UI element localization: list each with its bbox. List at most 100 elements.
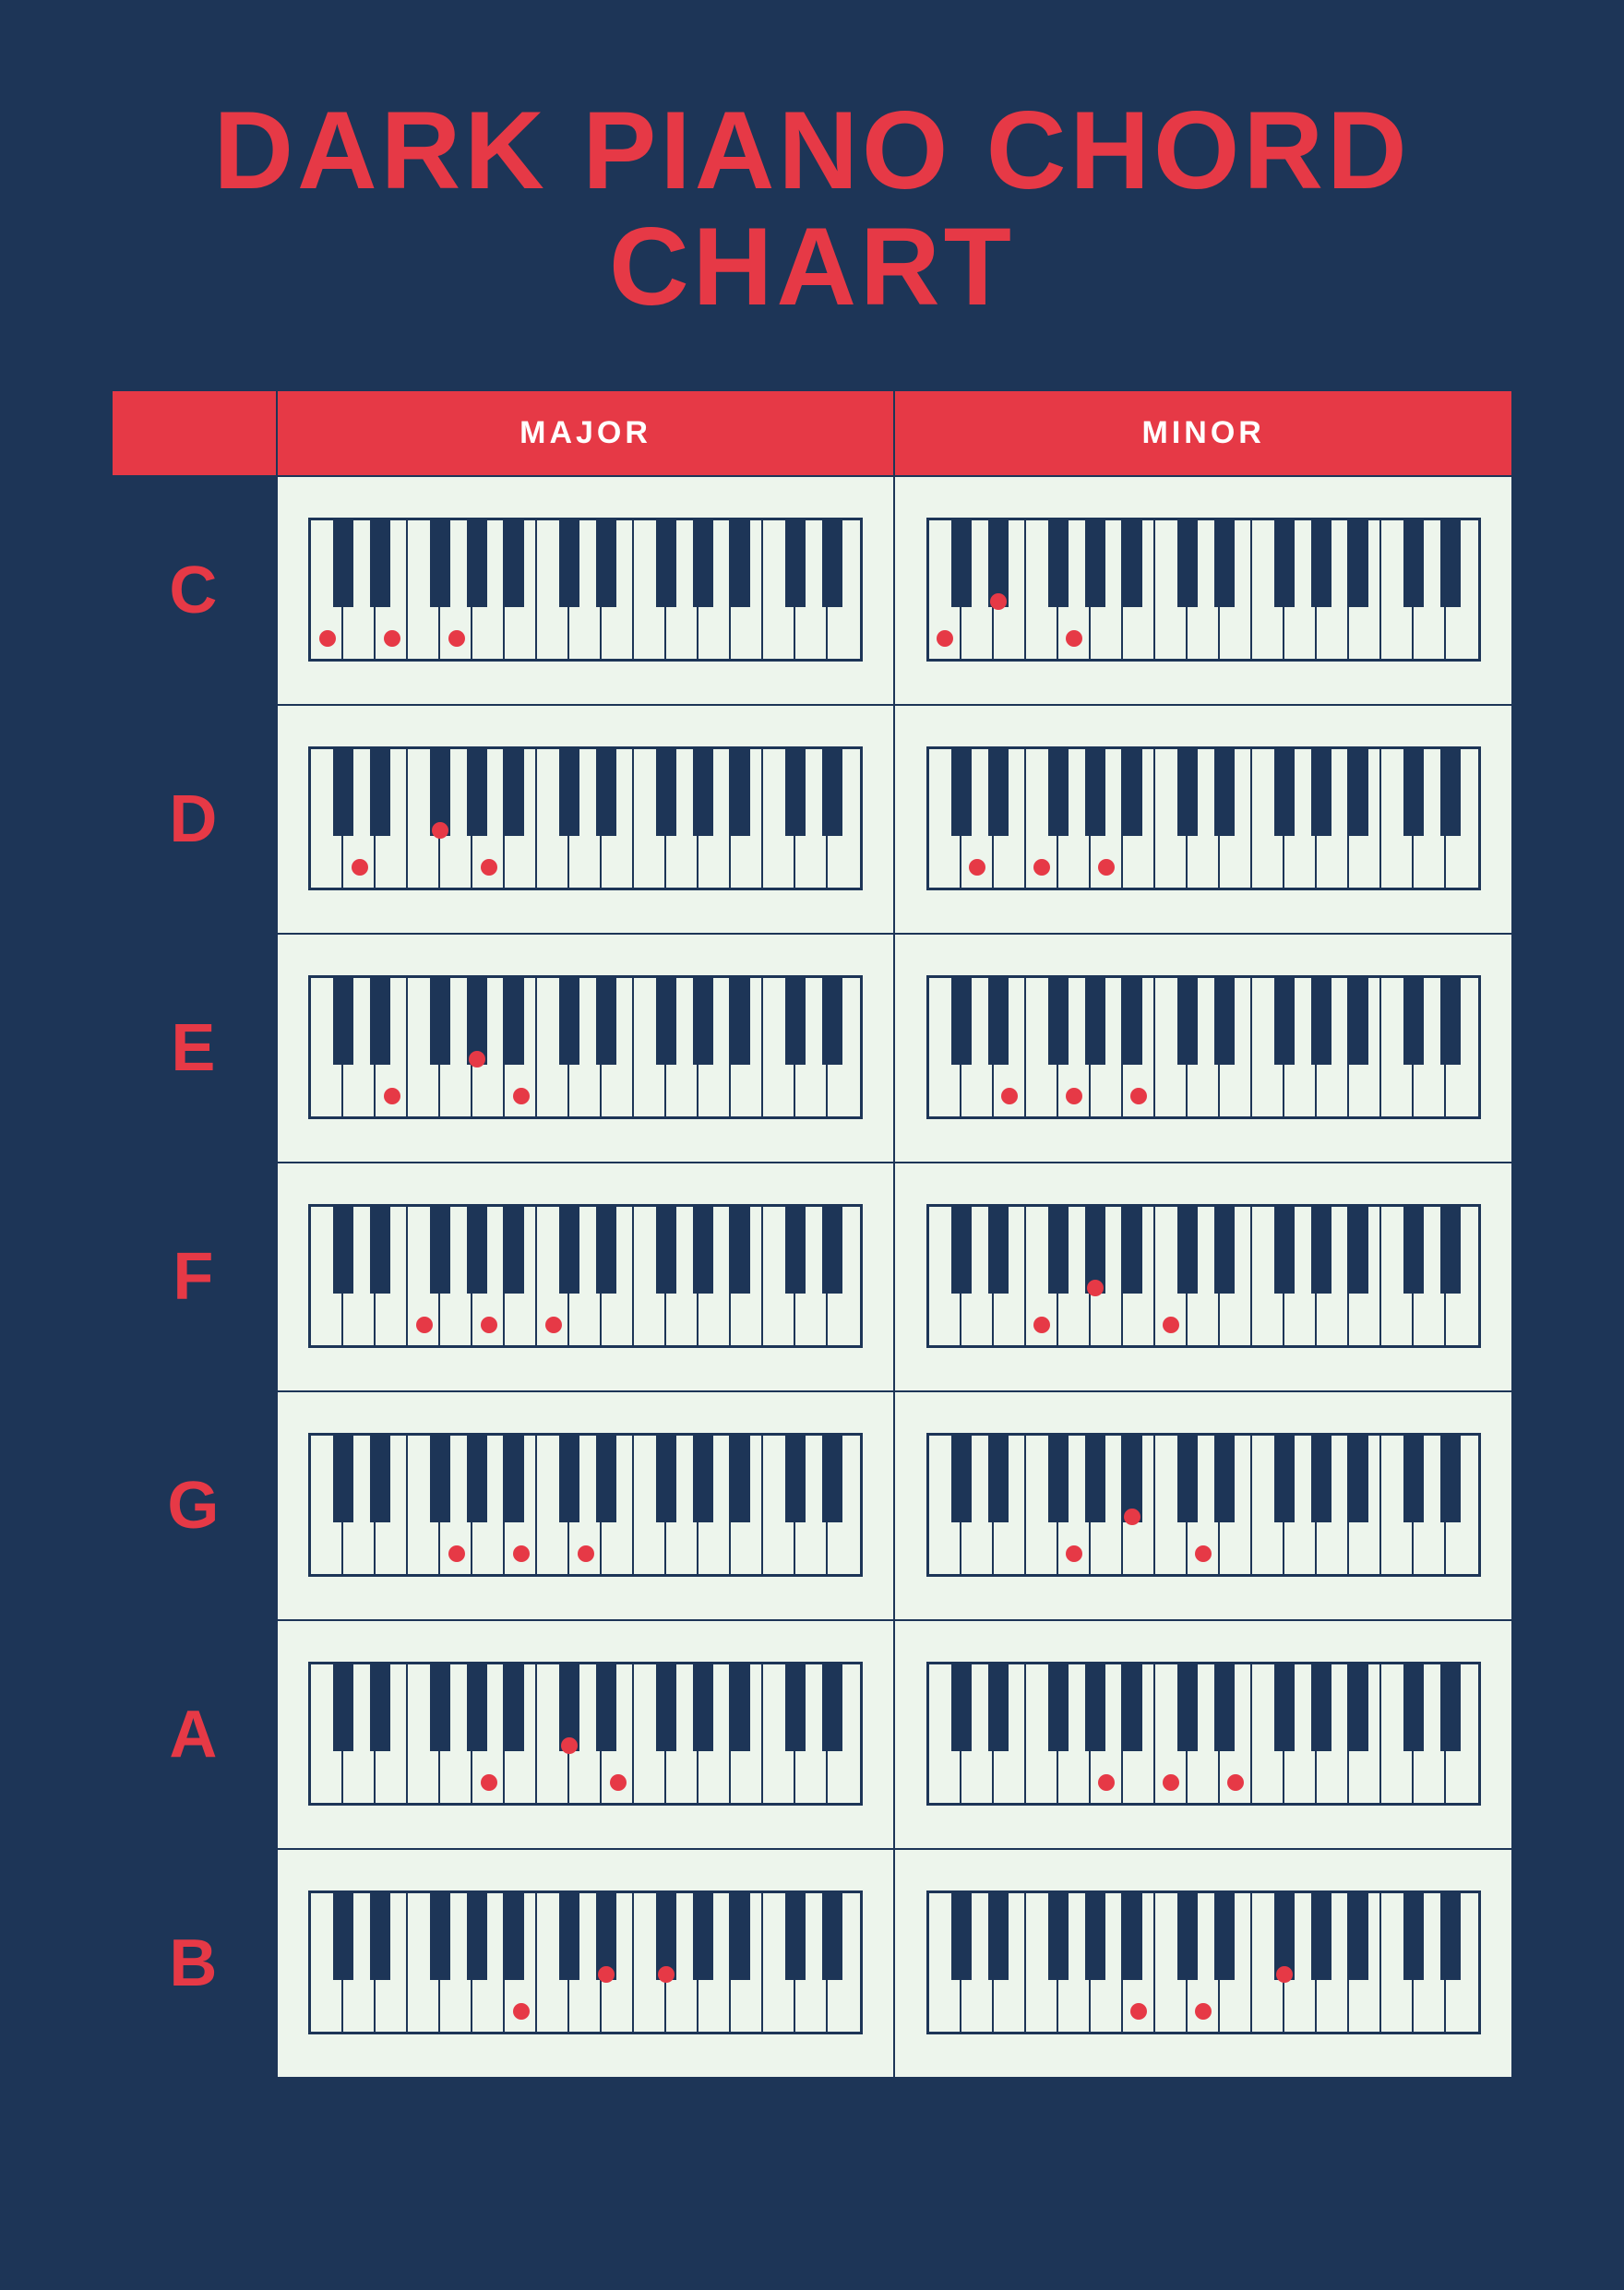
black-key <box>693 1664 713 1751</box>
black-key <box>1440 1207 1461 1294</box>
black-key <box>951 1893 972 1980</box>
black-key <box>1311 749 1331 836</box>
cell-d-minor <box>894 705 1512 934</box>
note-label-g: G <box>112 1391 277 1620</box>
black-key <box>1348 1893 1368 1980</box>
black-key <box>1085 1664 1105 1751</box>
chord-dot <box>481 859 497 876</box>
black-key <box>785 1893 806 1980</box>
black-key <box>693 1207 713 1294</box>
cell-e-major <box>277 934 895 1163</box>
black-key <box>370 1664 390 1751</box>
black-key <box>333 749 353 836</box>
black-key <box>1085 978 1105 1065</box>
chord-dot <box>513 1545 530 1562</box>
chord-dot <box>1087 1280 1104 1296</box>
black-key <box>1348 1436 1368 1522</box>
black-key <box>785 1207 806 1294</box>
black-key <box>467 1207 487 1294</box>
black-key <box>1403 1893 1424 1980</box>
black-key <box>1403 1664 1424 1751</box>
black-key <box>1403 1207 1424 1294</box>
cell-a-minor <box>894 1620 1512 1849</box>
chord-dot <box>610 1774 627 1791</box>
chord-dot <box>1195 2003 1212 2020</box>
black-key <box>656 1436 676 1522</box>
chord-row-c: C <box>112 476 1512 705</box>
black-key <box>504 520 524 607</box>
black-key <box>559 1207 579 1294</box>
chord-dot <box>469 1051 485 1067</box>
black-key <box>333 1436 353 1522</box>
black-key <box>951 1664 972 1751</box>
black-key <box>1274 749 1295 836</box>
note-label-b: B <box>112 1849 277 2078</box>
black-key <box>1440 749 1461 836</box>
black-key <box>822 520 842 607</box>
black-key <box>693 1893 713 1980</box>
keyboard-c-minor <box>926 518 1481 662</box>
black-key <box>1177 1207 1198 1294</box>
black-key <box>1348 520 1368 607</box>
chord-row-e: E <box>112 934 1512 1163</box>
black-key <box>1403 520 1424 607</box>
chord-dot <box>990 593 1007 610</box>
black-key <box>1122 978 1142 1065</box>
black-key <box>430 1664 450 1751</box>
black-key <box>1122 1207 1142 1294</box>
black-key <box>730 978 750 1065</box>
chord-table: MAJOR MINOR CDEFGAB <box>111 389 1513 2079</box>
black-key <box>656 520 676 607</box>
black-key <box>504 1893 524 1980</box>
black-key <box>430 520 450 607</box>
black-key <box>1274 1207 1295 1294</box>
chord-dot <box>937 630 953 647</box>
black-key <box>656 1664 676 1751</box>
black-key <box>1403 1436 1424 1522</box>
black-key <box>730 749 750 836</box>
chord-dot <box>561 1737 578 1754</box>
black-key <box>1403 978 1424 1065</box>
black-key <box>951 1436 972 1522</box>
cell-a-major <box>277 1620 895 1849</box>
black-key <box>1214 978 1235 1065</box>
note-label-c: C <box>112 476 277 705</box>
black-key <box>951 520 972 607</box>
black-key <box>430 1436 450 1522</box>
black-key <box>504 749 524 836</box>
black-key <box>370 1436 390 1522</box>
black-key <box>1085 1893 1105 1980</box>
chord-dot <box>1227 1774 1244 1791</box>
black-key <box>596 1207 616 1294</box>
page-title: DARK PIANO CHORD CHART <box>111 92 1513 325</box>
black-key <box>370 1893 390 1980</box>
black-key <box>785 978 806 1065</box>
black-key <box>988 1893 1009 1980</box>
black-key <box>1348 1664 1368 1751</box>
chord-dot <box>1130 2003 1147 2020</box>
black-key <box>1311 1893 1331 1980</box>
black-key <box>1311 520 1331 607</box>
cell-f-minor <box>894 1163 1512 1391</box>
chord-dot <box>1066 630 1082 647</box>
keyboard-c-major <box>308 518 863 662</box>
chord-dot <box>1130 1088 1147 1104</box>
black-key <box>988 749 1009 836</box>
black-key <box>1085 520 1105 607</box>
black-key <box>1440 978 1461 1065</box>
black-key <box>1177 1664 1198 1751</box>
black-key <box>1274 1436 1295 1522</box>
chord-dot <box>1033 1317 1050 1333</box>
chord-row-g: G <box>112 1391 1512 1620</box>
black-key <box>822 1436 842 1522</box>
cell-b-minor <box>894 1849 1512 2078</box>
chord-row-a: A <box>112 1620 1512 1849</box>
black-key <box>1403 749 1424 836</box>
black-key <box>730 520 750 607</box>
chord-dot <box>1001 1088 1018 1104</box>
black-key <box>467 749 487 836</box>
chord-dot <box>513 1088 530 1104</box>
black-key <box>1122 1664 1142 1751</box>
keyboard-g-major <box>308 1433 863 1577</box>
chord-dot <box>658 1966 675 1983</box>
